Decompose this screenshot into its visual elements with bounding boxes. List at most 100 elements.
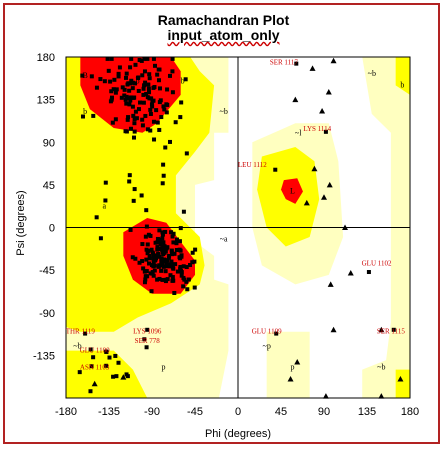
residue-label: GLU 1109	[252, 328, 282, 336]
bridge-residue-point	[160, 236, 165, 241]
beta-residue-point	[151, 119, 156, 124]
beta-residue-point	[167, 73, 172, 78]
beta-residue-point	[147, 76, 152, 81]
beta-residue-point	[128, 95, 133, 100]
glycine-point	[378, 393, 385, 399]
alpha-residue-point	[143, 274, 148, 279]
bridge-residue-point	[103, 180, 108, 185]
alpha-residue-point	[174, 247, 179, 252]
labelled-residue-point	[323, 129, 328, 134]
alpha-residue-point	[184, 265, 189, 270]
points-layer	[77, 56, 404, 399]
region-label: b	[136, 77, 140, 86]
labelled-residue-point	[273, 167, 278, 172]
alpha-residue-point	[143, 277, 148, 282]
alpha-residue-point	[167, 253, 172, 258]
alpha-residue-point	[192, 285, 197, 290]
alpha-residue-point	[148, 233, 153, 238]
glycine-point	[91, 380, 98, 387]
residue-label: THR 1119	[66, 328, 96, 336]
beta-residue-point	[117, 65, 122, 70]
beta-residue-point	[132, 129, 137, 134]
allowed-region-bottom	[66, 350, 148, 398]
alpha-residue-point	[158, 241, 163, 246]
lower-residue-point	[77, 370, 82, 375]
alpha-residue-point	[159, 268, 164, 273]
beta-residue-point	[147, 90, 152, 95]
alpha-residue-point	[161, 252, 166, 257]
region-label: ~b	[73, 342, 81, 351]
beta-residue-point	[106, 68, 111, 73]
glycine-point	[342, 224, 349, 230]
alpha-residue-point	[193, 247, 198, 252]
beta-residue-point	[129, 56, 134, 61]
beta-residue-point	[131, 135, 136, 140]
beta-residue-point	[137, 58, 142, 63]
alpha-residue-point	[174, 241, 179, 246]
alpha-residue-point	[141, 266, 146, 271]
beta-residue-point	[134, 116, 139, 121]
bridge-residue-point	[94, 215, 99, 220]
glycine-point	[311, 165, 318, 172]
beta-residue-point	[131, 113, 136, 118]
x-tick-label: -90	[144, 406, 160, 418]
alpha-residue-point	[185, 287, 190, 292]
labelled-residue-point	[391, 327, 396, 332]
alpha-residue-point	[163, 269, 168, 274]
glycine-point	[347, 269, 354, 276]
glycine-point	[287, 376, 294, 382]
y-tick-label: -135	[33, 350, 55, 362]
region-label: L	[290, 186, 295, 195]
beta-residue-point	[94, 85, 99, 90]
glycine-point	[378, 326, 385, 333]
alpha-residue-point	[168, 273, 173, 278]
alpha-residue-point	[159, 246, 164, 251]
beta-residue-point	[161, 104, 166, 109]
beta-residue-point	[132, 116, 137, 121]
bridge-residue-point	[133, 256, 138, 261]
beta-residue-point	[164, 110, 169, 115]
region-label: A	[151, 249, 157, 258]
x-tick-label: -45	[187, 406, 203, 418]
beta-residue-point	[147, 72, 152, 77]
alpha-residue-point	[192, 259, 197, 264]
alpha-residue-point	[157, 254, 162, 259]
alpha-residue-point	[144, 224, 149, 229]
region-label: a	[102, 202, 106, 211]
glycine-point	[309, 65, 316, 71]
x-tick-label: 135	[358, 406, 376, 418]
beta-residue-point	[155, 72, 160, 77]
beta-residue-point	[80, 114, 85, 119]
alpha-residue-point	[151, 254, 156, 259]
alpha-residue-point	[170, 252, 175, 257]
labelled-residue-point	[274, 331, 279, 336]
bridge-residue-point	[173, 120, 178, 125]
region-label: ~a	[220, 235, 228, 244]
alpha-residue-point	[179, 254, 184, 259]
alpha-residue-point	[142, 280, 147, 285]
alpha-residue-point	[171, 266, 176, 271]
beta-residue-point	[124, 71, 129, 76]
x-tick-label: -135	[98, 406, 120, 418]
alpha-residue-point	[165, 258, 170, 263]
beta-residue-point	[133, 109, 138, 114]
beta-residue-point	[138, 100, 143, 105]
beta-residue-point	[109, 95, 114, 100]
core-region-l	[281, 178, 303, 204]
alpha-residue-point	[169, 230, 174, 235]
lower-residue-point	[116, 360, 121, 365]
region-label: ~l	[295, 129, 302, 138]
glycine-point	[330, 57, 337, 64]
alpha-residue-point	[130, 255, 135, 260]
alpha-residue-point	[160, 230, 165, 235]
beta-residue-point	[140, 73, 145, 78]
alpha-residue-point	[140, 259, 145, 264]
alpha-residue-point	[171, 240, 176, 245]
alpha-residue-point	[151, 273, 156, 278]
alpha-residue-point	[165, 263, 170, 268]
beta-residue-point	[109, 56, 114, 61]
beta-residue-point	[140, 123, 145, 128]
x-tick-label: 90	[318, 406, 330, 418]
alpha-residue-point	[159, 259, 164, 264]
alpha-residue-point	[186, 277, 191, 282]
